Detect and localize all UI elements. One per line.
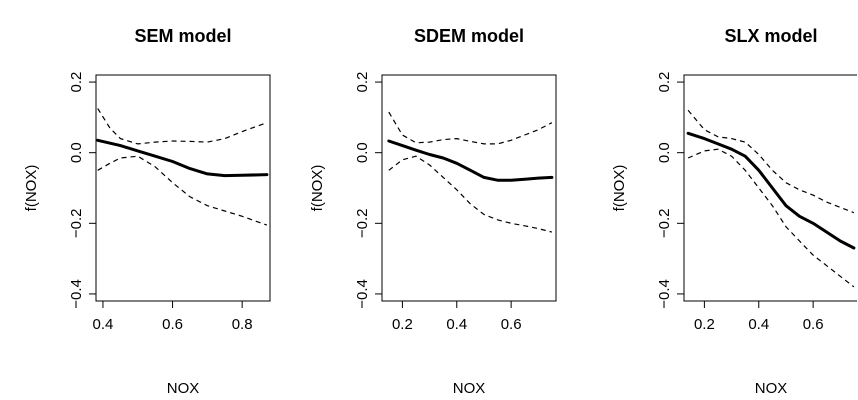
x-tick-label: 0.8 [232,316,253,333]
upper-confidence-band [388,111,553,145]
y-tick-label: 0.2 [68,72,85,93]
chart-panel: SEM model 0.4 0.6 0.8 −0.4 −0.2 0.0 0.2 NOX f(NOX… [23,26,271,397]
y-tick-label: −0.4 [354,279,371,309]
y-tick-label: −0.2 [68,209,85,239]
y-tick-label: 0.0 [354,142,371,163]
x-axis-label: NOX [167,380,200,397]
x-axis-label: NOX [453,380,486,397]
x-tick-label: 0.6 [803,316,824,333]
plot-frame [381,74,557,302]
y-tick-label: −0.2 [354,209,371,239]
y-tick-label: 0.0 [68,142,85,163]
chart-title: SEM model [134,26,231,46]
y-axis-label: f(NOX) [23,165,40,212]
lower-confidence-band [687,148,855,288]
y-tick-label: 0.2 [656,72,673,93]
plot-frame [683,74,857,302]
chart-panel: SDEM model 0.2 0.4 0.6 −0.4 −0.2 0.0 0.2 NOX f(NO… [309,26,557,397]
fitted-curve [686,131,856,250]
x-tick-label: 0.2 [694,316,715,333]
fitted-curve [96,138,269,178]
lower-confidence-band [388,155,553,233]
x-tick-label: 0.4 [446,316,467,333]
x-axis-label: NOX [755,380,788,397]
x-tick-label: 0.6 [162,316,183,333]
y-tick-label: 0.0 [656,142,673,163]
y-tick-label: −0.4 [656,279,673,309]
y-axis-label: f(NOX) [309,165,326,212]
upper-confidence-band [97,108,268,145]
plot-frame [95,74,271,302]
y-tick-label: −0.4 [68,279,85,309]
y-axis-label: f(NOX) [611,165,628,212]
lower-confidence-band [97,155,268,226]
upper-confidence-band [687,109,855,214]
x-tick-label: 0.6 [501,316,522,333]
chart-panel: SLX model 0.2 0.4 0.6 −0.4 −0.2 0.0 0.2 NOX f(NOX… [611,26,857,397]
x-tick-label: 0.4 [748,316,769,333]
x-tick-label: 0.2 [392,316,413,333]
y-tick-label: −0.2 [656,209,673,239]
chart-title: SDEM model [414,26,524,46]
x-tick-label: 0.4 [93,316,114,333]
chart-title: SLX model [724,26,817,46]
y-tick-label: 0.2 [354,72,371,93]
fitted-curve [387,139,554,182]
